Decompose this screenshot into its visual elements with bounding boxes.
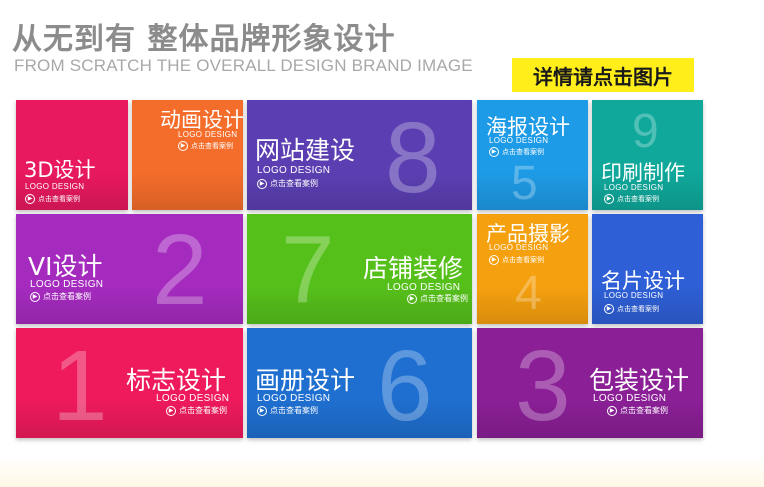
- tile-subtitle: LOGO DESIGN: [25, 182, 85, 191]
- play-arrow-icon: ▶: [257, 179, 267, 189]
- tile-website-design[interactable]: 8 网站建设 LOGO DESIGN ▶ 点击查看案例: [247, 100, 472, 210]
- play-arrow-icon: ▶: [607, 406, 617, 416]
- tile-vi-design[interactable]: 2 VI设计 LOGO DESIGN ▶ 点击查看案例: [16, 214, 243, 324]
- tile-store-decoration[interactable]: 7 店铺装修 LOGO DESIGN ▶ 点击查看案例: [247, 214, 472, 324]
- tile-subtitle: LOGO DESIGN: [156, 393, 230, 404]
- view-cases-label: 点击查看案例: [38, 194, 80, 203]
- tile-title: 动画设计: [160, 108, 243, 132]
- tile-subtitle: LOGO DESIGN: [604, 183, 664, 192]
- tile-number: 4: [515, 267, 542, 320]
- play-arrow-icon: ▶: [604, 304, 614, 314]
- tile-subtitle: LOGO DESIGN: [30, 279, 104, 290]
- tile-print-production[interactable]: 9 印刷制作 LOGO DESIGN ▶ 点击查看案例: [592, 100, 703, 210]
- view-cases-label: 点击查看案例: [420, 294, 468, 303]
- tile-title: 印刷制作: [601, 161, 685, 185]
- view-cases-link[interactable]: ▶ 点击查看案例: [407, 294, 468, 304]
- tile-subtitle: LOGO DESIGN: [257, 165, 331, 176]
- tile-title: 海报设计: [486, 115, 570, 139]
- tile-subtitle: LOGO DESIGN: [489, 136, 549, 145]
- tile-title: 店铺装修: [363, 254, 464, 283]
- tile-product-photography[interactable]: 4 产品摄影 LOGO DESIGN ▶ 点击查看案例: [477, 214, 588, 324]
- tile-logo-design[interactable]: 1 标志设计 LOGO DESIGN ▶ 点击查看案例: [16, 328, 243, 438]
- view-cases-label: 点击查看案例: [502, 255, 544, 264]
- view-cases-link[interactable]: ▶ 点击查看案例: [604, 304, 659, 314]
- tile-subtitle: LOGO DESIGN: [387, 282, 461, 293]
- tile-packaging-design[interactable]: 3 包装设计 LOGO DESIGN ▶ 点击查看案例: [477, 328, 703, 438]
- view-cases-link[interactable]: ▶ 点击查看案例: [178, 141, 233, 151]
- play-arrow-icon: ▶: [489, 255, 499, 265]
- view-cases-link[interactable]: ▶ 点击查看案例: [166, 406, 227, 416]
- play-arrow-icon: ▶: [604, 194, 614, 204]
- tile-3d-design[interactable]: 3D设计 LOGO DESIGN ▶ 点击查看案例: [16, 100, 128, 210]
- tile-number: 1: [52, 330, 108, 438]
- tile-number: 8: [385, 102, 441, 210]
- view-cases-link[interactable]: ▶ 点击查看案例: [607, 406, 668, 416]
- tile-number: 9: [632, 105, 659, 158]
- view-cases-link[interactable]: ▶ 点击查看案例: [489, 255, 544, 265]
- tile-title: 画册设计: [255, 366, 356, 395]
- play-arrow-icon: ▶: [166, 406, 176, 416]
- view-cases-label: 点击查看案例: [179, 406, 227, 415]
- tile-subtitle: LOGO DESIGN: [604, 291, 664, 300]
- tile-number: 3: [515, 330, 571, 438]
- tile-title: 网站建设: [255, 136, 356, 165]
- bottom-glow: [0, 455, 764, 487]
- view-cases-label: 点击查看案例: [617, 194, 659, 203]
- view-cases-link[interactable]: ▶ 点击查看案例: [257, 406, 318, 416]
- tile-title: 标志设计: [126, 366, 227, 395]
- tile-title: 包装设计: [589, 366, 690, 395]
- tile-number: 7: [281, 216, 335, 323]
- tile-number: 5: [511, 157, 538, 210]
- view-cases-label: 点击查看案例: [502, 147, 544, 156]
- view-cases-link[interactable]: ▶ 点击查看案例: [30, 292, 91, 302]
- view-cases-link[interactable]: ▶ 点击查看案例: [257, 179, 318, 189]
- tile-subtitle: LOGO DESIGN: [178, 130, 238, 139]
- tile-subtitle: LOGO DESIGN: [257, 393, 331, 404]
- tile-subtitle: LOGO DESIGN: [489, 243, 549, 252]
- page-heading: 从无到有 整体品牌形象设计: [12, 22, 396, 57]
- play-arrow-icon: ▶: [489, 147, 499, 157]
- details-button[interactable]: 详情请点击图片: [512, 58, 694, 92]
- tile-title: 3D设计: [24, 158, 96, 182]
- page-subheading: FROM SCRATCH THE OVERALL DESIGN BRAND IM…: [14, 56, 473, 75]
- view-cases-label: 点击查看案例: [191, 141, 233, 150]
- tile-subtitle: LOGO DESIGN: [593, 393, 667, 404]
- view-cases-label: 点击查看案例: [270, 406, 318, 415]
- view-cases-label: 点击查看案例: [620, 406, 668, 415]
- tile-number: 2: [152, 214, 208, 324]
- tile-business-card-design[interactable]: 名片设计 LOGO DESIGN ▶ 点击查看案例: [592, 214, 703, 324]
- play-arrow-icon: ▶: [30, 292, 40, 302]
- view-cases-link[interactable]: ▶ 点击查看案例: [604, 194, 659, 204]
- play-arrow-icon: ▶: [407, 294, 417, 304]
- tile-animation-design[interactable]: 动画设计 LOGO DESIGN ▶ 点击查看案例: [132, 100, 243, 210]
- tile-title: VI设计: [28, 252, 103, 281]
- tile-number: 6: [377, 330, 433, 438]
- view-cases-label: 点击查看案例: [617, 304, 659, 313]
- tile-brochure-design[interactable]: 6 画册设计 LOGO DESIGN ▶ 点击查看案例: [247, 328, 472, 438]
- play-arrow-icon: ▶: [25, 194, 35, 204]
- view-cases-link[interactable]: ▶ 点击查看案例: [489, 147, 544, 157]
- tile-title: 名片设计: [601, 269, 685, 293]
- play-arrow-icon: ▶: [178, 141, 188, 151]
- view-cases-label: 点击查看案例: [270, 179, 318, 188]
- tile-title: 产品摄影: [486, 222, 570, 246]
- view-cases-link[interactable]: ▶ 点击查看案例: [25, 194, 80, 204]
- tile-poster-design[interactable]: 5 海报设计 LOGO DESIGN ▶ 点击查看案例: [477, 100, 588, 210]
- view-cases-label: 点击查看案例: [43, 292, 91, 301]
- play-arrow-icon: ▶: [257, 406, 267, 416]
